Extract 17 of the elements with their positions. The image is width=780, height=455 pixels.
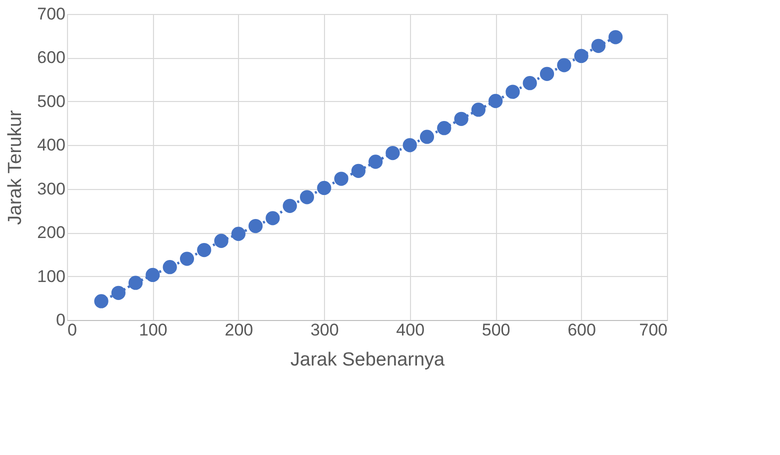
y-tick-label: 600 [37, 48, 66, 68]
x-tick-label: 400 [396, 320, 425, 340]
x-tick-label: 100 [139, 320, 168, 340]
y-tick-label: 200 [37, 223, 66, 242]
x-tick-label: 700 [639, 320, 668, 340]
y-tick-label: 700 [37, 4, 66, 24]
x-tick-label: 500 [482, 320, 510, 340]
y-tick-label: 300 [37, 179, 66, 198]
x-tick-label: 300 [310, 320, 339, 340]
x-tick-label: 600 [568, 320, 596, 340]
x-tick-label: 0 [68, 320, 77, 340]
y-tick-label: 100 [37, 266, 66, 286]
y-axis-title: Jarak Terukur [5, 109, 26, 225]
x-axis-title: Jarak Sebenarnya [290, 350, 446, 370]
y-tick-label: 400 [37, 136, 66, 155]
x-tick-label: 200 [224, 320, 254, 340]
y-tick-label: 500 [37, 92, 66, 111]
